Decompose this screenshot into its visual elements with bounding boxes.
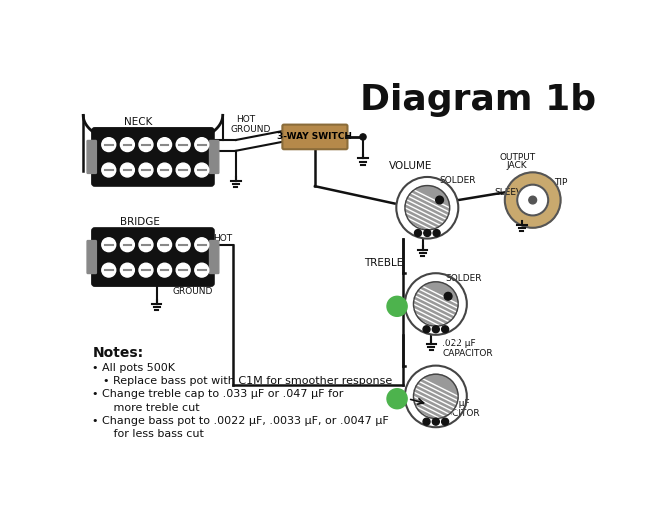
Text: Diagram 1b: Diagram 1b: [360, 83, 596, 117]
Text: • Change treble cap to .033 μF or .047 μF for: • Change treble cap to .033 μF or .047 μ…: [93, 390, 344, 400]
FancyBboxPatch shape: [282, 124, 347, 149]
FancyBboxPatch shape: [210, 240, 219, 274]
Circle shape: [397, 177, 458, 238]
Circle shape: [139, 238, 153, 251]
Circle shape: [529, 196, 536, 204]
Circle shape: [176, 238, 190, 251]
Text: Notes:: Notes:: [93, 346, 144, 360]
Text: • All pots 500K: • All pots 500K: [93, 363, 175, 373]
Circle shape: [176, 163, 190, 177]
Text: BRIDGE: BRIDGE: [120, 217, 160, 227]
FancyBboxPatch shape: [93, 129, 214, 185]
Circle shape: [102, 263, 116, 277]
Circle shape: [139, 263, 153, 277]
Circle shape: [405, 185, 450, 230]
Circle shape: [195, 263, 209, 277]
Circle shape: [432, 326, 439, 333]
FancyBboxPatch shape: [87, 141, 96, 173]
Circle shape: [517, 185, 548, 215]
Circle shape: [158, 138, 171, 152]
Circle shape: [195, 238, 209, 251]
Text: OUTPUT: OUTPUT: [499, 153, 535, 162]
Circle shape: [413, 282, 458, 326]
Text: SLEEVE: SLEEVE: [494, 188, 528, 197]
Circle shape: [424, 229, 431, 236]
Text: CAPACITOR: CAPACITOR: [442, 349, 492, 359]
Circle shape: [102, 138, 116, 152]
Circle shape: [120, 138, 135, 152]
Text: TIP: TIP: [554, 177, 568, 187]
Circle shape: [360, 134, 366, 140]
Text: HOT: HOT: [214, 234, 232, 243]
Circle shape: [423, 418, 430, 425]
Circle shape: [505, 172, 560, 228]
Circle shape: [415, 229, 421, 236]
Circle shape: [444, 292, 452, 300]
Circle shape: [139, 138, 153, 152]
Circle shape: [195, 163, 209, 177]
Circle shape: [433, 229, 440, 236]
Text: .022 μF: .022 μF: [442, 339, 476, 349]
Text: CAPACITOR: CAPACITOR: [430, 408, 480, 418]
Circle shape: [158, 163, 171, 177]
Circle shape: [102, 238, 116, 251]
Text: 3-WAY SWITCH: 3-WAY SWITCH: [278, 132, 353, 141]
Text: • Replace bass pot with C1M for smoother response: • Replace bass pot with C1M for smoother…: [104, 376, 393, 386]
Text: more treble cut: more treble cut: [104, 403, 200, 413]
Circle shape: [195, 138, 209, 152]
Text: SOLDER: SOLDER: [445, 274, 481, 283]
Circle shape: [120, 163, 135, 177]
Text: GROUND: GROUND: [230, 124, 271, 133]
Circle shape: [102, 163, 116, 177]
Text: • Change bass pot to .0022 μF, .0033 μF, or .0047 μF: • Change bass pot to .0022 μF, .0033 μF,…: [93, 416, 389, 426]
Text: TREBLE: TREBLE: [364, 257, 404, 268]
Circle shape: [442, 418, 448, 425]
Text: HOT: HOT: [236, 114, 255, 123]
Circle shape: [387, 296, 407, 317]
Circle shape: [413, 374, 458, 418]
Text: JACK: JACK: [507, 161, 527, 170]
Text: GROUND: GROUND: [172, 287, 213, 296]
Circle shape: [120, 263, 135, 277]
Circle shape: [432, 418, 439, 425]
Circle shape: [435, 196, 443, 204]
Text: NECK: NECK: [124, 117, 153, 127]
Circle shape: [423, 326, 430, 333]
FancyBboxPatch shape: [93, 228, 214, 286]
Circle shape: [387, 388, 407, 409]
Text: .0015 μF: .0015 μF: [430, 398, 469, 407]
Circle shape: [442, 326, 448, 333]
Circle shape: [139, 163, 153, 177]
Circle shape: [405, 365, 467, 427]
Circle shape: [158, 238, 171, 251]
Circle shape: [176, 138, 190, 152]
Circle shape: [405, 273, 467, 335]
Circle shape: [120, 238, 135, 251]
Text: for less bass cut: for less bass cut: [104, 429, 204, 439]
Text: SOLDER: SOLDER: [439, 176, 476, 185]
FancyBboxPatch shape: [87, 240, 96, 274]
FancyBboxPatch shape: [210, 141, 219, 173]
Circle shape: [176, 263, 190, 277]
Text: VOLUME: VOLUME: [389, 161, 432, 171]
Circle shape: [158, 263, 171, 277]
